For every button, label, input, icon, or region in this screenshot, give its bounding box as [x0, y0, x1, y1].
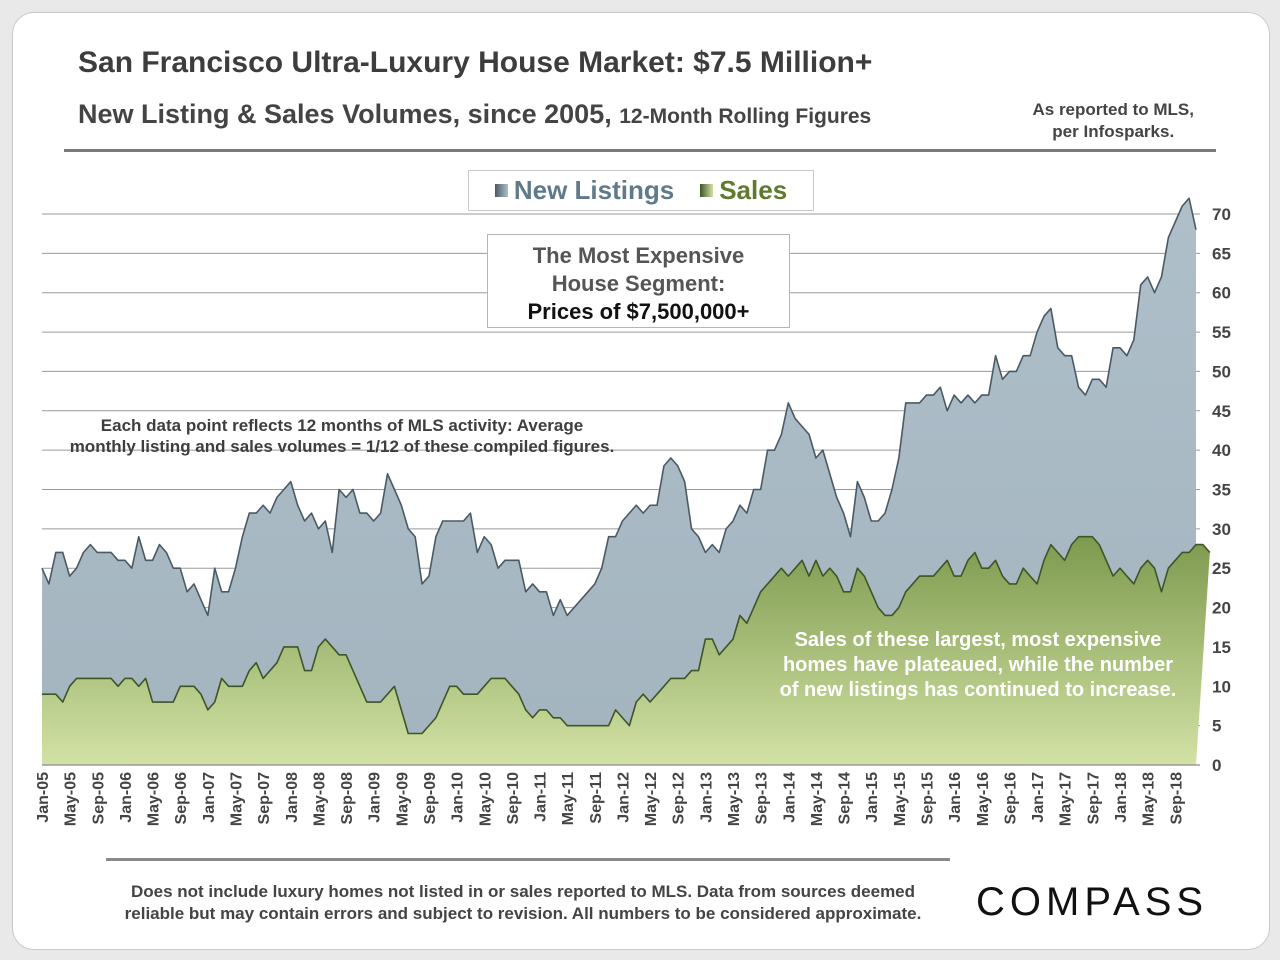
source-note: As reported to MLS, per Infosparks. [1032, 99, 1194, 143]
x-tick-label: Sep-06 [173, 772, 190, 825]
annotation-line-2: homes have plateaued, while the number [782, 654, 1174, 676]
y-tick-label: 15 [1212, 638, 1231, 657]
x-tick-label: Jan-10 [450, 772, 467, 823]
x-tick-label: Jan-16 [947, 772, 964, 823]
chart-legend: New Listings Sales [468, 170, 814, 211]
y-tick-label: 25 [1212, 559, 1231, 578]
y-tick-label: 70 [1212, 205, 1231, 224]
sales-line [42, 535, 1211, 735]
x-tick-label: May-10 [477, 772, 494, 826]
x-tick-label: May-16 [975, 772, 992, 826]
x-tick-label: May-07 [228, 772, 245, 826]
y-tick-label: 45 [1212, 402, 1231, 421]
x-tick-label: Jan-17 [1030, 772, 1047, 823]
x-tick-label: May-12 [643, 772, 660, 826]
x-tick-label: Sep-13 [754, 772, 771, 825]
legend-swatch-new-listings [494, 184, 508, 197]
x-tick-label: Jan-06 [118, 772, 135, 823]
x-tick-label: Sep-10 [505, 772, 522, 825]
source-line-1: As reported to MLS, [1032, 100, 1194, 119]
footer-divider [106, 858, 950, 861]
compass-logo: COMPASS [976, 880, 1209, 924]
y-tick-label: 30 [1212, 520, 1231, 539]
annotation-line-3: of new listings has continued to increas… [779, 679, 1177, 701]
x-tick-label: May-05 [63, 772, 80, 826]
x-tick-label: Sep-05 [90, 772, 107, 825]
note-line-1: Each data point reflects 12 months of ML… [100, 416, 584, 435]
legend-label-sales: Sales [719, 175, 788, 205]
x-tick-label: May-13 [726, 772, 743, 826]
y-tick-label: 40 [1212, 441, 1231, 460]
x-tick-label: Jan-14 [781, 772, 798, 823]
x-tick-label: Sep-12 [671, 772, 688, 825]
callout-line-1: The Most Expensive [532, 243, 745, 268]
x-tick-label: Sep-14 [837, 772, 854, 825]
x-tick-label: Sep-08 [339, 772, 356, 825]
x-tick-label: Sep-07 [256, 772, 273, 825]
x-tick-label: Jan-05 [35, 772, 52, 823]
callout-line-2: House Segment: [551, 271, 726, 296]
chart-subtitle: New Listing & Sales Volumes, since 2005,… [78, 99, 871, 130]
new-listings-line [41, 197, 1197, 617]
y-tick-label: 65 [1212, 244, 1231, 263]
legend-item-sales: Sales [700, 175, 787, 206]
x-tick-label: Jan-15 [864, 772, 881, 823]
x-tick-label: Sep-11 [588, 772, 605, 824]
x-tick-label: Sep-15 [920, 772, 937, 825]
legend-item-new-listings: New Listings [494, 175, 675, 206]
y-tick-label: 55 [1212, 323, 1231, 342]
disclaimer: Does not include luxury homes not listed… [96, 881, 950, 925]
x-tick-label: May-18 [1141, 772, 1158, 826]
disclaimer-line-1: Does not include luxury homes not listed… [130, 882, 916, 901]
x-tick-label: Sep-16 [1002, 772, 1019, 825]
legend-swatch-sales [700, 184, 714, 197]
x-tick-label: May-08 [311, 772, 328, 826]
header-divider [64, 149, 1216, 152]
page-title: San Francisco Ultra-Luxury House Market:… [78, 46, 873, 79]
legend-label-new-listings: New Listings [513, 175, 675, 205]
annotation-line-1: Sales of these largest, most expensive [794, 629, 1162, 651]
y-tick-label: 60 [1212, 284, 1231, 303]
x-tick-label: Jan-08 [284, 772, 301, 823]
subtitle-main: New Listing & Sales Volumes, since 2005, [78, 99, 612, 129]
sales-area [42, 536, 1210, 765]
x-tick-label: Sep-09 [422, 772, 439, 825]
x-tick-label: Jan-07 [201, 772, 218, 823]
x-tick-label: May-09 [394, 772, 411, 826]
y-tick-label: 5 [1212, 717, 1221, 736]
x-tick-label: Sep-18 [1168, 772, 1185, 825]
y-tick-label: 50 [1212, 362, 1231, 381]
y-tick-label: 10 [1212, 677, 1231, 696]
x-tick-label: May-11 [560, 772, 577, 825]
y-tick-label: 35 [1212, 481, 1231, 500]
x-tick-label: Jan-18 [1113, 772, 1130, 823]
segment-callout-box: The Most Expensive House Segment: Prices… [487, 234, 790, 328]
sales-annotation: Sales of these largest, most expensive h… [760, 628, 1196, 703]
x-tick-label: May-06 [146, 772, 163, 826]
x-tick-label: Jan-13 [698, 772, 715, 823]
methodology-note: Each data point reflects 12 months of ML… [42, 415, 642, 457]
subtitle-small: 12-Month Rolling Figures [619, 105, 872, 128]
y-tick-label: 0 [1212, 756, 1221, 775]
x-tick-label: Sep-17 [1085, 772, 1102, 825]
disclaimer-line-2: reliable but may contain errors and subj… [124, 904, 922, 923]
note-line-2: monthly listing and sales volumes = 1/12… [69, 437, 615, 456]
y-tick-label: 20 [1212, 599, 1231, 618]
x-tick-label: Jan-11 [533, 772, 550, 822]
source-line-2: per Infosparks. [1052, 122, 1175, 141]
x-tick-label: May-17 [1058, 772, 1075, 826]
x-tick-label: Jan-12 [615, 772, 632, 823]
callout-line-3: Prices of $7,500,000+ [527, 299, 750, 324]
x-tick-label: May-14 [809, 772, 826, 826]
x-tick-label: May-15 [892, 772, 909, 826]
x-tick-label: Jan-09 [367, 772, 384, 823]
